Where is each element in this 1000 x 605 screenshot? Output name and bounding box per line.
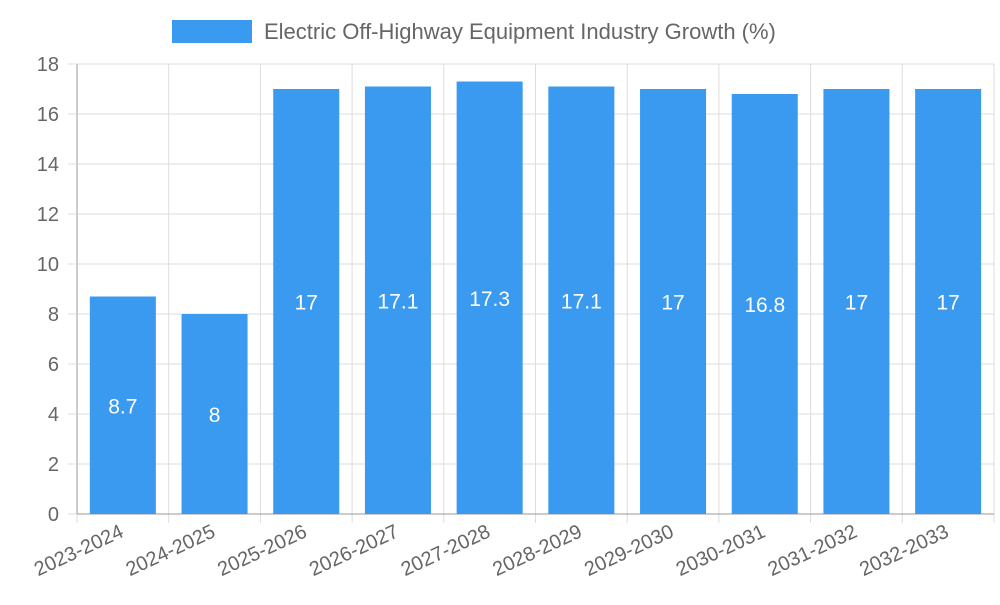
y-tick-label: 4 [48,404,59,426]
x-axis-ticks: 2023-20242024-20252025-20262026-20272027… [31,521,952,581]
bar [915,89,982,514]
data-label: 17.3 [469,288,510,311]
bar [273,89,340,514]
bar [731,94,798,514]
bar [823,89,890,514]
x-tick-label: 2030-2031 [673,521,769,581]
data-label: 17 [295,292,318,315]
y-tick-label: 2 [48,454,59,476]
data-label: 17 [936,292,959,315]
x-tick-label: 2032-2033 [856,521,952,581]
y-tick-label: 14 [37,154,59,176]
data-label: 17.1 [378,290,419,313]
data-label: 17 [845,292,868,315]
y-tick-label: 8 [48,304,59,326]
x-tick-label: 2029-2030 [581,521,677,581]
data-label: 8 [209,404,221,427]
bar [640,89,707,514]
x-tick-label: 2031-2032 [765,521,861,581]
y-tick-label: 16 [37,104,59,126]
bar [548,86,615,514]
data-label: 8.7 [108,395,137,418]
grid [76,63,995,523]
y-tick-label: 0 [48,504,59,526]
bar [364,86,431,514]
bar [89,296,156,514]
y-tick-label: 12 [37,204,59,226]
x-tick-label: 2023-2024 [31,521,127,581]
x-tick-label: 2025-2026 [214,521,310,581]
y-axis-ticks: 0 2 4 6 8 10 12 14 16 18 [37,54,77,526]
x-tick-label: 2027-2028 [398,521,494,581]
x-tick-label: 2028-2029 [489,521,585,581]
y-tick-label: 10 [37,254,59,276]
legend[interactable]: Electric Off-Highway Equipment Industry … [172,19,776,44]
x-tick-label: 2024-2025 [123,521,219,581]
bars [89,81,982,514]
legend-swatch [172,20,252,43]
y-tick-label: 6 [48,354,59,376]
bar [181,314,248,514]
data-labels: 8.7 8 17 17.1 17.3 17.1 17 16.8 17 17 [108,288,960,427]
data-label: 17.1 [561,290,602,313]
x-tick-label: 2026-2027 [306,521,402,581]
data-label: 16.8 [744,294,785,317]
bar [456,81,523,514]
legend-label: Electric Off-Highway Equipment Industry … [264,19,776,44]
data-label: 17 [661,292,684,315]
y-tick-label: 18 [37,54,59,76]
